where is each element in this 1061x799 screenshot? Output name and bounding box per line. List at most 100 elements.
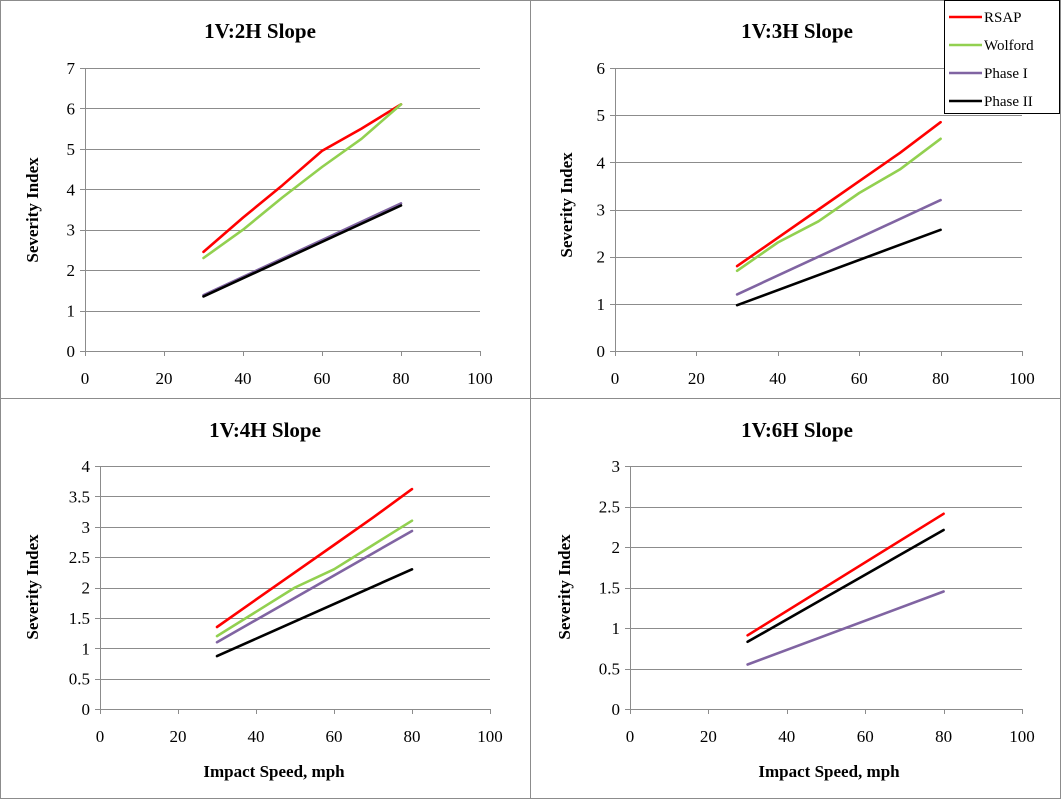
y-tick-label: 7 [67, 59, 76, 78]
plot-area: 0 0.5 1 1.5 2 2.5 3 0 20 40 60 80 100 [599, 457, 1035, 746]
x-tick-label: 40 [235, 369, 252, 388]
y-axis-label: Severity Index [557, 152, 576, 258]
y-tick-label: 1 [597, 295, 606, 314]
chart-title: 1V:3H Slope [741, 19, 853, 43]
series-line-rsap [746, 512, 945, 637]
y-tick-label: 0 [82, 700, 91, 719]
series-line-wolford [215, 519, 414, 638]
legend-label: Phase I [984, 66, 1028, 82]
legend-label: Phase II [984, 94, 1033, 110]
y-tick-label: 3 [612, 457, 621, 476]
y-tick-label: 1 [67, 302, 76, 321]
x-axis-label: Impact Speed, mph [758, 762, 900, 781]
legend-label: RSAP [984, 10, 1022, 26]
series-line-phase-i [746, 590, 945, 666]
x-tick-label: 100 [1009, 369, 1035, 388]
y-tick-label: 3 [597, 201, 606, 220]
y-tick-label: 5 [597, 106, 606, 125]
series-line-phase-ii [746, 528, 945, 644]
y-tick-label: 3.5 [69, 487, 90, 506]
x-tick-label: 100 [477, 727, 503, 746]
y-tick-label: 2.5 [599, 498, 620, 517]
legend-entry-phase-ii: Phase II [949, 94, 1033, 110]
x-tick-label: 0 [611, 369, 620, 388]
x-tick-label: 60 [314, 369, 331, 388]
y-axis-label: Severity Index [23, 157, 42, 263]
y-tick-label: 2.5 [69, 548, 90, 567]
y-tick-label: 4 [82, 457, 91, 476]
x-tick-label: 80 [393, 369, 410, 388]
series-line-phase-ii [215, 567, 414, 658]
legend-label: Wolford [984, 38, 1034, 54]
chart-title: 1V:6H Slope [741, 418, 853, 442]
y-tick-label: 0 [612, 700, 621, 719]
y-tick-label: 5 [67, 140, 76, 159]
y-tick-label: 0 [597, 342, 606, 361]
x-tick-label: 100 [467, 369, 493, 388]
panel-border-1v6h [530, 398, 1061, 799]
y-tick-label: 4 [67, 180, 76, 199]
x-tick-label: 60 [326, 727, 343, 746]
legend-entry-rsap: RSAP [949, 10, 1022, 26]
x-tick-label: 20 [700, 727, 717, 746]
x-tick-label: 40 [778, 727, 795, 746]
x-tick-label: 60 [851, 369, 868, 388]
x-tick-label: 0 [626, 727, 635, 746]
x-tick-label: 80 [404, 727, 421, 746]
series-line-phase-i [735, 198, 942, 296]
legend-entry-phase-i: Phase I [949, 66, 1028, 82]
y-tick-label: 3 [67, 221, 76, 240]
series-line-phase-ii [735, 228, 942, 307]
y-tick-label: 1 [612, 619, 621, 638]
y-tick-label: 2 [82, 579, 91, 598]
series-line-rsap [735, 120, 942, 268]
x-axis-label: Impact Speed, mph [203, 762, 345, 781]
chart-panel-1v4h: 1V:4H Slope Severity Index Impact Speed,… [23, 418, 503, 781]
series-line-wolford [202, 103, 403, 260]
y-tick-label: 0 [67, 342, 76, 361]
legend-entry-wolford: Wolford [949, 38, 1034, 54]
y-tick-label: 2 [67, 261, 76, 280]
y-tick-label: 1 [82, 639, 91, 658]
chart-title: 1V:2H Slope [204, 19, 316, 43]
x-tick-label: 0 [96, 727, 105, 746]
y-tick-label: 1.5 [599, 579, 620, 598]
x-tick-label: 40 [769, 369, 786, 388]
x-tick-label: 60 [857, 727, 874, 746]
y-axis-label: Severity Index [555, 534, 574, 640]
y-tick-label: 0.5 [599, 660, 620, 679]
x-tick-label: 40 [248, 727, 265, 746]
x-tick-label: 20 [688, 369, 705, 388]
y-axis-label: Severity Index [23, 534, 42, 640]
legend-box [944, 0, 1060, 114]
y-tick-label: 2 [612, 538, 621, 557]
x-tick-label: 100 [1009, 727, 1035, 746]
y-tick-label: 2 [597, 248, 606, 267]
chart-panel-1v6h: 1V:6H Slope Severity Index Impact Speed,… [555, 418, 1035, 781]
series-line-phase-ii [202, 204, 403, 298]
panel-border-1v4h [0, 398, 531, 799]
x-tick-label: 20 [170, 727, 187, 746]
chart-title: 1V:4H Slope [209, 418, 321, 442]
y-tick-label: 6 [67, 99, 76, 118]
series-line-rsap [215, 487, 414, 629]
legend: RSAP Wolford Phase I Phase II [944, 0, 1060, 114]
chart-panel-1v2h: 1V:2H Slope Severity Index 0 1 2 3 4 5 6 7 0 20 40… [23, 19, 493, 388]
x-tick-label: 0 [81, 369, 90, 388]
x-tick-label: 80 [935, 727, 952, 746]
plot-area: 0 1 2 3 4 5 6 7 0 20 40 60 80 100 [67, 59, 493, 388]
series-line-wolford [735, 137, 942, 273]
plot-area: 00.511.522.533.540 20 40 60 80 100 [69, 457, 503, 746]
y-tick-label: 4 [597, 153, 606, 172]
y-tick-label: 0.5 [69, 670, 90, 689]
x-tick-label: 80 [932, 369, 949, 388]
series-line-phase-i [215, 529, 414, 644]
series-line-rsap [202, 103, 403, 254]
x-tick-label: 20 [156, 369, 173, 388]
y-tick-label: 3 [82, 518, 91, 537]
y-tick-label: 6 [597, 59, 606, 78]
